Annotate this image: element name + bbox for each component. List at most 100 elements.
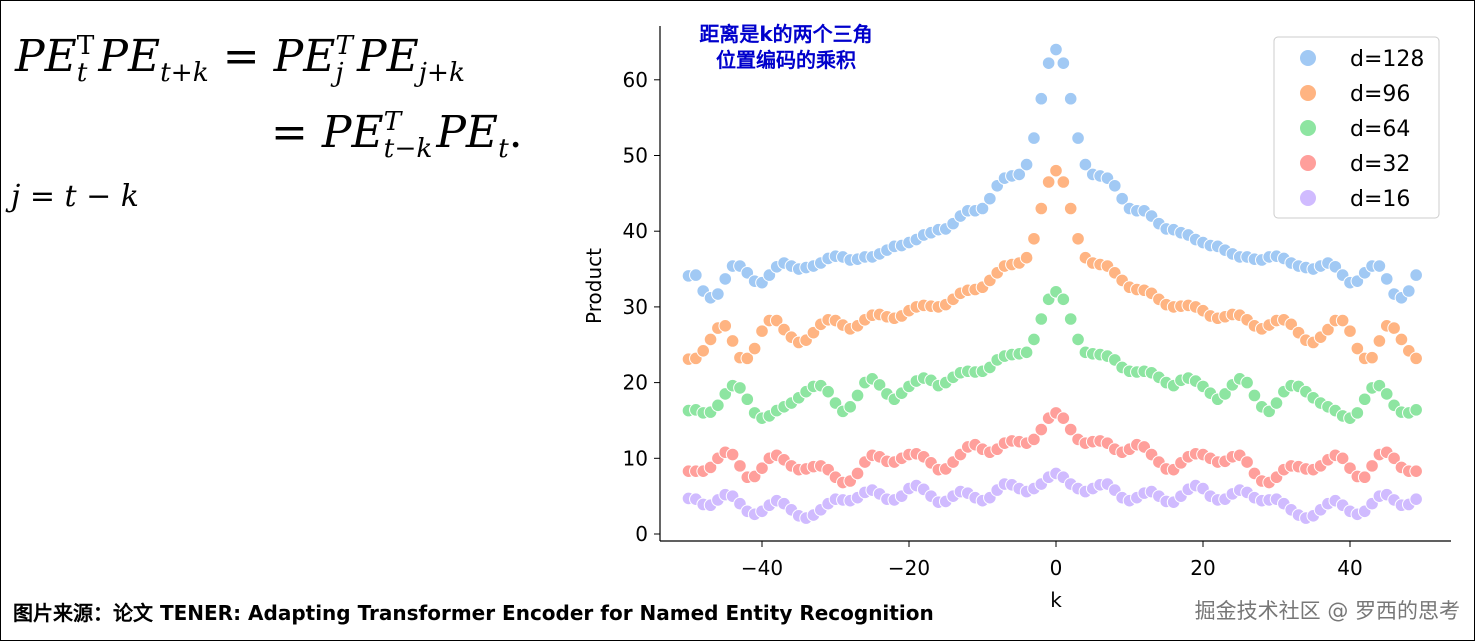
y-tick-label: 20 <box>623 371 648 395</box>
legend-marker <box>1300 85 1316 101</box>
data-point-d-32 <box>1357 470 1372 485</box>
data-point-d-32 <box>703 460 718 475</box>
data-point-d-96 <box>1394 332 1409 347</box>
y-tick-label: 50 <box>623 144 648 168</box>
data-point-d-96 <box>1365 350 1379 365</box>
data-point-d-128 <box>718 272 733 286</box>
data-point-d-96 <box>1056 175 1071 189</box>
data-point-d-96 <box>1335 313 1350 328</box>
legend-marker <box>1300 50 1316 66</box>
data-point-d-96 <box>725 334 740 348</box>
data-point-d-128 <box>1063 91 1078 106</box>
legend-label: d=128 <box>1350 47 1424 72</box>
data-point-d-128 <box>1012 167 1027 182</box>
x-tick-label: 0 <box>1050 556 1063 580</box>
data-point-d-96 <box>1063 201 1078 216</box>
data-point-d-128 <box>1019 157 1034 172</box>
y-tick-label: 0 <box>635 522 648 546</box>
data-point-d-96 <box>1372 334 1387 348</box>
data-point-d-64 <box>1034 312 1049 326</box>
x-axis-label: k <box>1050 588 1062 612</box>
data-point-d-128 <box>1034 91 1049 106</box>
legend-marker <box>1300 190 1316 206</box>
data-point-d-128 <box>711 287 725 301</box>
data-point-d-128 <box>1027 131 1041 145</box>
data-point-d-32 <box>1335 451 1350 466</box>
data-point-d-64 <box>1056 292 1071 307</box>
data-point-d-32 <box>1063 422 1078 437</box>
data-point-d-128 <box>1108 178 1122 193</box>
data-point-d-96 <box>769 313 784 328</box>
data-point-d-128 <box>1115 191 1129 206</box>
y-tick-label: 60 <box>623 68 648 92</box>
data-point-d-128 <box>1409 268 1423 282</box>
data-point-d-64 <box>843 400 858 414</box>
data-point-d-128 <box>1372 259 1387 273</box>
legend-marker <box>1300 120 1316 136</box>
chart-title-line: 距离是k的两个三角 <box>699 22 872 46</box>
data-point-d-96 <box>747 341 762 356</box>
y-tick-label: 40 <box>623 219 648 243</box>
data-point-d-32 <box>1387 451 1401 466</box>
data-point-d-128 <box>1041 56 1056 70</box>
data-point-d-64 <box>872 378 887 392</box>
data-point-d-96 <box>1071 231 1085 246</box>
data-point-d-128 <box>689 268 703 282</box>
data-point-d-32 <box>1034 422 1049 437</box>
y-axis-label: Product <box>582 248 606 324</box>
data-point-d-96 <box>1343 324 1357 338</box>
data-point-d-32 <box>1365 459 1379 473</box>
legend-box <box>1273 36 1440 219</box>
data-point-d-96 <box>1019 250 1034 265</box>
y-tick-label: 10 <box>623 446 648 470</box>
data-point-d-96 <box>740 351 755 366</box>
legend-marker <box>1300 155 1316 171</box>
data-point-d-64 <box>850 388 865 403</box>
data-point-d-96 <box>696 344 711 358</box>
data-point-d-96 <box>1409 351 1423 366</box>
legend-label: d=64 <box>1350 117 1410 142</box>
data-point-d-64 <box>1269 396 1284 410</box>
data-point-d-64 <box>821 384 835 399</box>
data-point-d-96 <box>755 324 769 338</box>
data-point-d-128 <box>983 191 997 206</box>
legend-label: d=96 <box>1350 82 1410 107</box>
data-point-d-128 <box>1056 56 1071 70</box>
data-point-d-96 <box>1027 231 1041 246</box>
data-point-d-96 <box>1049 163 1063 178</box>
x-tick-label: 40 <box>1337 556 1362 580</box>
data-point-d-32 <box>1027 432 1041 447</box>
watermark: 掘金技术社区 @ 罗西的思考 <box>1194 599 1460 623</box>
data-point-d-64 <box>1071 332 1085 347</box>
data-point-d-96 <box>703 332 718 347</box>
legend-label: d=32 <box>1350 152 1410 177</box>
data-point-d-32 <box>850 466 865 481</box>
formula-line-3: j = t − k <box>11 179 139 214</box>
data-point-d-64 <box>1027 332 1041 347</box>
data-point-d-96 <box>1350 341 1365 356</box>
data-point-d-128 <box>975 201 990 216</box>
data-point-d-32 <box>725 447 740 462</box>
data-point-d-16 <box>1409 492 1423 506</box>
data-point-d-96 <box>718 319 733 333</box>
source-caption: 图片来源：论文 TENER: Adapting Transformer Enco… <box>13 601 934 625</box>
data-point-d-128 <box>1379 272 1394 286</box>
x-tick-label: −40 <box>741 556 783 580</box>
x-tick-label: 20 <box>1190 556 1215 580</box>
data-point-d-96 <box>1041 175 1056 189</box>
data-point-d-32 <box>733 459 747 473</box>
data-point-d-64 <box>711 398 725 413</box>
data-point-d-32 <box>1056 411 1071 425</box>
data-point-d-128 <box>1402 284 1416 298</box>
data-point-d-64 <box>1409 403 1423 417</box>
data-point-d-32 <box>755 461 769 475</box>
legend-label: d=16 <box>1350 187 1410 212</box>
data-point-d-128 <box>1078 157 1093 172</box>
data-point-d-64 <box>1247 388 1262 403</box>
data-point-d-64 <box>1019 345 1034 360</box>
chart-title-line: 位置编码的乘积 <box>716 48 856 72</box>
data-point-d-64 <box>1240 375 1254 390</box>
